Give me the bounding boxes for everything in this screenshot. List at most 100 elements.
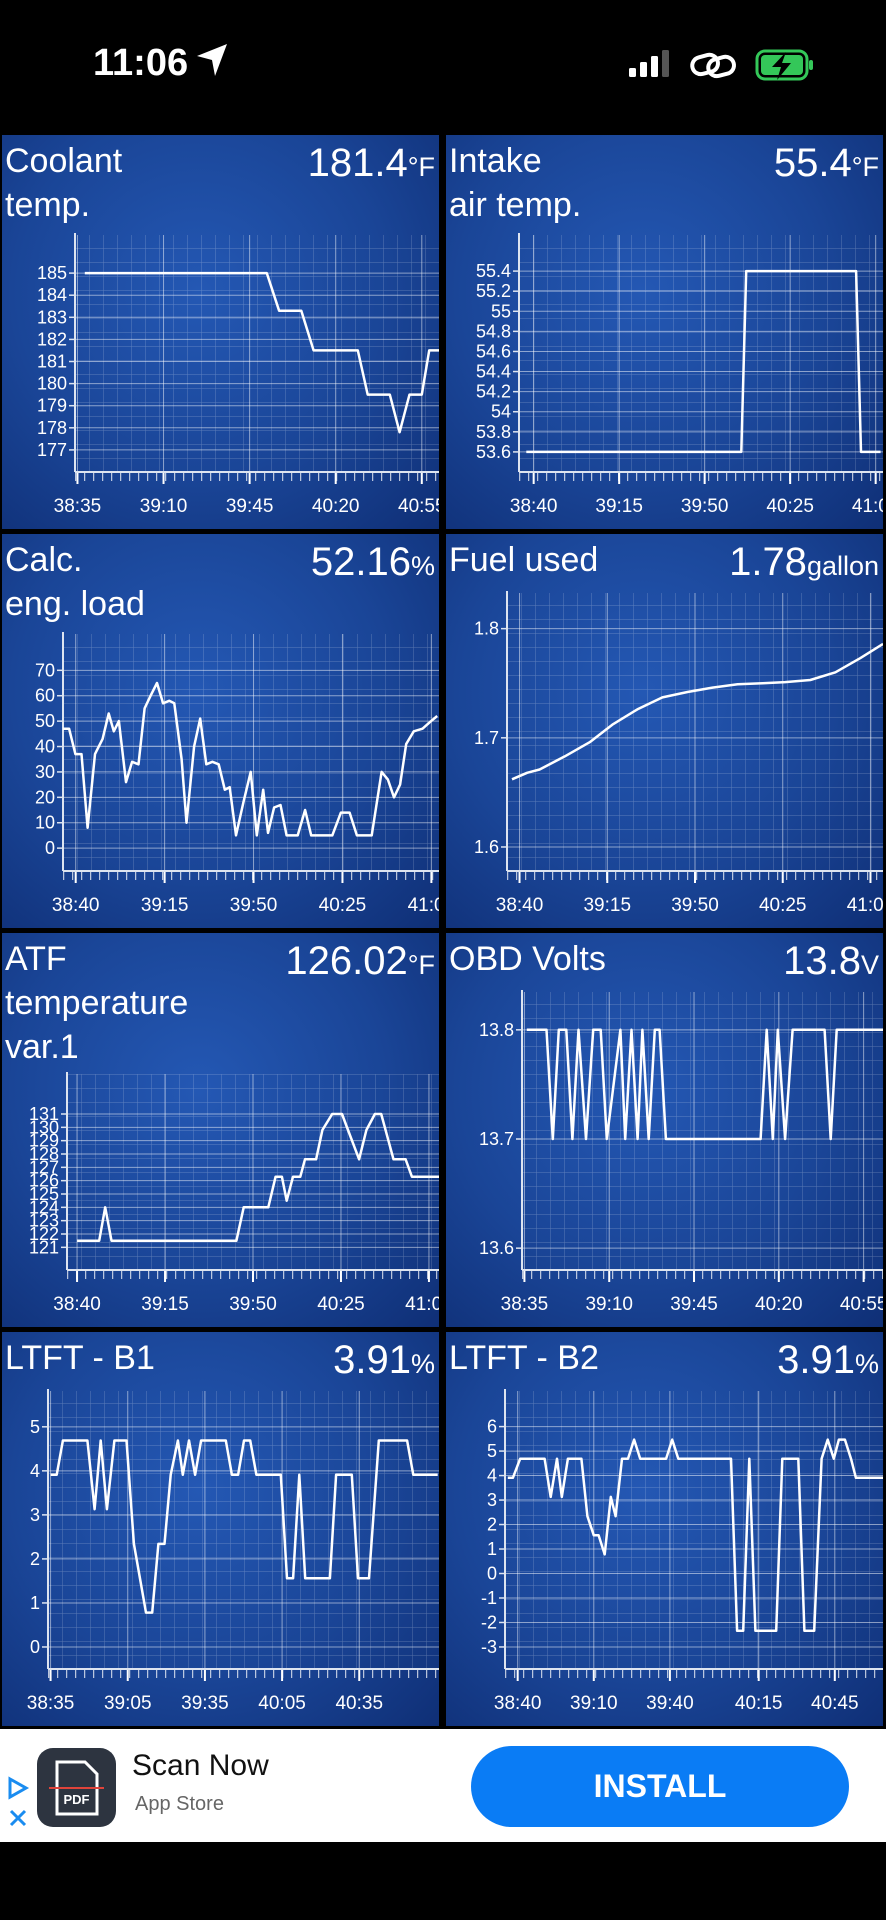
x-tick-label: 38:40 xyxy=(494,1693,542,1714)
value-unit: % xyxy=(410,551,435,581)
ad-title[interactable]: Scan Now xyxy=(132,1749,269,1782)
x-tick-label: 40:05 xyxy=(258,1693,306,1714)
panel-title: Calc. eng. load xyxy=(5,538,145,626)
x-tick-label: 41:00 xyxy=(405,1294,439,1315)
y-tick-label: 3 xyxy=(30,1505,40,1525)
plot-grid xyxy=(522,992,883,1270)
axis-ticks xyxy=(63,871,439,880)
current-value: 13.8 xyxy=(783,939,861,983)
y-tick-label: 54.8 xyxy=(476,321,511,341)
x-tick-label: 39:45 xyxy=(226,496,274,517)
y-tick-label: 182 xyxy=(37,329,67,349)
axis-ticks xyxy=(505,1669,883,1678)
axis-ticks xyxy=(519,472,883,481)
y-tick-label: 0 xyxy=(30,1637,40,1657)
gauge-panel: 0 1 2 3 4 5 38:35 39:05 39:35 40:05 40:35 LTFT - B1… xyxy=(2,1332,439,1726)
x-tick-label: 38:35 xyxy=(27,1693,75,1714)
x-tick-label: 38:35 xyxy=(501,1294,549,1315)
x-tick-label: 40:20 xyxy=(312,496,360,517)
ad-icon-label: PDF xyxy=(63,1792,90,1807)
x-tick-label: 39:35 xyxy=(181,1693,229,1714)
gauge-panel: 177 178 179 180 181 182 183 184 185 38:35 39:10 39:… xyxy=(2,135,439,529)
y-tick-label: 180 xyxy=(37,374,67,394)
current-reading: 55.4°F xyxy=(774,141,879,189)
y-tick-label: 178 xyxy=(37,418,67,438)
x-tick-label: 40:25 xyxy=(317,1294,365,1315)
ad-app-icon[interactable]: PDF xyxy=(37,1748,116,1827)
x-tick-label: 39:10 xyxy=(140,496,188,517)
data-line xyxy=(77,1112,439,1242)
y-tick-label: 2 xyxy=(487,1515,497,1535)
x-tick-label: 39:50 xyxy=(229,1294,277,1315)
link-icon xyxy=(690,52,736,79)
current-value: 3.91 xyxy=(333,1338,411,1382)
current-reading: 3.91% xyxy=(333,1338,435,1386)
y-tick-label: 5 xyxy=(487,1441,497,1461)
signal-bar xyxy=(629,68,636,77)
title-line: Intake xyxy=(449,142,542,180)
value-unit: % xyxy=(854,1349,879,1379)
battery xyxy=(755,49,809,81)
title-line: Fuel used xyxy=(449,541,599,579)
y-tick-label: 70 xyxy=(35,660,55,680)
value-unit: V xyxy=(860,950,879,980)
signal-bar xyxy=(651,56,658,77)
current-reading: 3.91% xyxy=(777,1338,879,1386)
x-tick-label: 40:55 xyxy=(398,496,439,517)
title-line: temp. xyxy=(5,186,91,224)
x-tick-label: 40:25 xyxy=(759,895,807,916)
y-tick-label: 185 xyxy=(37,263,67,283)
plot-grid xyxy=(75,235,439,472)
title-line: air temp. xyxy=(449,186,582,224)
ad-subtitle: App Store xyxy=(135,1793,224,1815)
value-unit: °F xyxy=(851,152,879,182)
plot-grid xyxy=(519,235,883,472)
panel-title: ATF temperature var.1 xyxy=(5,937,188,1069)
y-tick-label: -1 xyxy=(481,1588,497,1608)
y-tick-label: -3 xyxy=(481,1637,497,1657)
document-glyph xyxy=(49,1760,104,1816)
current-reading: 1.78gallon xyxy=(729,540,879,588)
y-tick-label: 50 xyxy=(35,711,55,731)
y-tick-label: 1.8 xyxy=(474,619,499,639)
title-line: LTFT - B2 xyxy=(449,1339,599,1377)
y-tick-label: 125 xyxy=(29,1184,59,1204)
panel-title: Intake air temp. xyxy=(449,139,581,227)
location-icon xyxy=(197,44,227,76)
y-tick-label: 128 xyxy=(29,1144,59,1164)
y-tick-label: 30 xyxy=(35,762,55,782)
y-tick-label: 181 xyxy=(37,352,67,372)
y-tick-label: 121 xyxy=(29,1237,59,1257)
y-tick-label: 0 xyxy=(45,838,55,858)
install-button[interactable]: INSTALL xyxy=(471,1746,849,1827)
x-tick-label: 39:50 xyxy=(681,496,729,517)
y-tick-label: 1.6 xyxy=(474,837,499,857)
x-tick-label: 39:10 xyxy=(585,1294,633,1315)
value-unit: gallon xyxy=(806,551,879,581)
x-tick-label: 41:00 xyxy=(852,496,883,517)
x-tick-label: 41:00 xyxy=(847,895,883,916)
x-tick-label: 38:35 xyxy=(54,496,102,517)
x-tick-label: 40:20 xyxy=(755,1294,803,1315)
panel-title: LTFT - B2 xyxy=(449,1336,599,1380)
y-tick-label: 54 xyxy=(491,402,511,422)
x-tick-label: 40:25 xyxy=(766,496,814,517)
current-value: 55.4 xyxy=(773,141,852,185)
y-tick-label: 13.8 xyxy=(479,1020,514,1040)
panel-title: OBD Volts xyxy=(449,937,606,981)
data-line xyxy=(84,271,439,434)
title-line: LTFT - B1 xyxy=(5,1339,155,1377)
x-tick-label: 39:45 xyxy=(670,1294,718,1315)
axis-ticks xyxy=(48,1669,439,1678)
y-tick-label: 6 xyxy=(487,1417,497,1437)
chart: 13.6 13.7 13.8 38:35 39:10 39:45 40:20 40:55 xyxy=(479,990,883,1315)
x-tick-label: 39:15 xyxy=(141,1294,189,1315)
panel-title: Coolant temp. xyxy=(5,139,122,227)
y-tick-label: 129 xyxy=(29,1131,59,1151)
current-reading: 181.4°F xyxy=(308,141,435,189)
x-tick-label: 39:50 xyxy=(671,895,719,916)
gauge-panel: 53.6 53.8 54 54.2 54.4 54.6 54.8 55 55.2 55.4 38:4… xyxy=(446,135,883,529)
y-tick-label: 131 xyxy=(29,1104,59,1124)
x-tick-label: 40:45 xyxy=(811,1693,859,1714)
